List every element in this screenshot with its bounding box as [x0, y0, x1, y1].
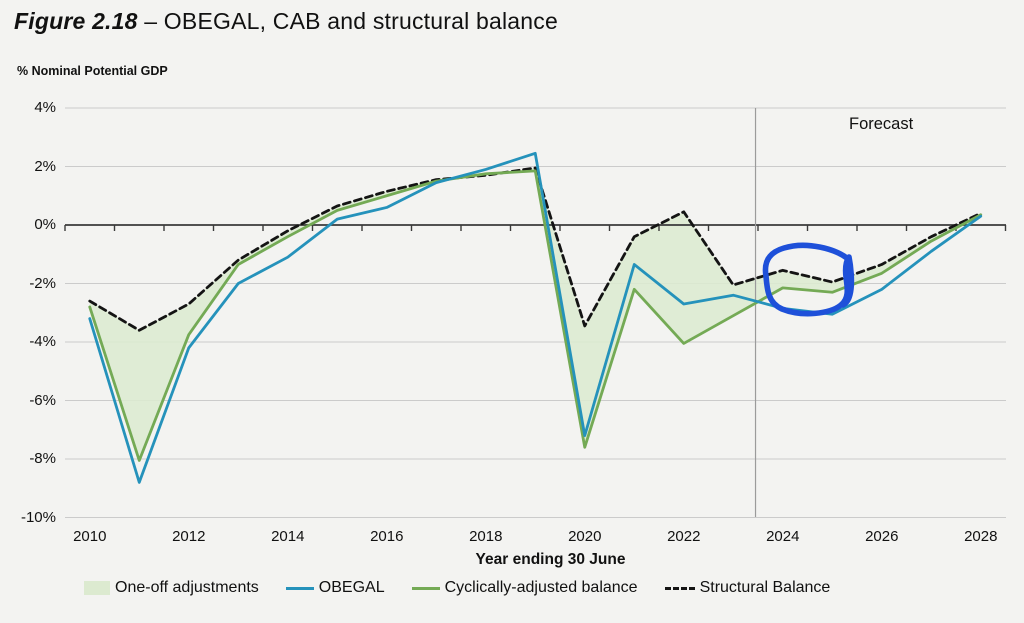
legend-label: Cyclically-adjusted balance: [444, 579, 638, 596]
y-axis-unit-label: % Nominal Potential GDP: [17, 64, 168, 78]
legend-label: OBEGAL: [318, 579, 385, 596]
legend-item-structural-balance: Structural Balance: [664, 579, 831, 597]
figure-number: Figure 2.18: [14, 8, 138, 34]
x-tick-label: 2024: [766, 528, 800, 545]
y-tick-label: -6%: [29, 391, 56, 409]
series-line-cyclically-adjusted-balance: [88, 169, 983, 462]
series-line-structural-balance: [88, 166, 983, 332]
legend-item-obegal: OBEGAL: [285, 579, 385, 597]
x-tick-label: 2012: [172, 528, 206, 545]
x-tick-label: 2022: [667, 528, 701, 545]
legend: One-off adjustments OBEGAL Cyclically-ad…: [84, 579, 830, 597]
x-tick-label: 2016: [370, 528, 404, 545]
x-tick-label: 2018: [469, 528, 503, 545]
y-tick-label: 2%: [34, 157, 56, 175]
one-off-adjustments-swatch-icon: [84, 581, 110, 595]
y-tick-label: 0%: [34, 216, 56, 233]
x-tick-label: 2010: [73, 528, 107, 545]
hand-drawn-circle-annotation: [762, 242, 855, 317]
y-tick-label: -10%: [20, 508, 56, 526]
plot-area: [64, 107, 1007, 518]
obegal-line-swatch-icon: [285, 586, 314, 590]
x-tick-label: 2020: [568, 528, 602, 545]
cab-line-swatch-icon: [411, 586, 440, 590]
x-tick-label: 2028: [964, 528, 998, 545]
y-tick-label: -4%: [29, 333, 56, 350]
chart-title-text: – OBEGAL, CAB and structural balance: [137, 8, 558, 34]
legend-item-one-off-adjustments: One-off adjustments: [84, 579, 259, 597]
chart-title: Figure 2.18 – OBEGAL, CAB and structural…: [14, 8, 558, 35]
structural-balance-dash-swatch-icon: [664, 586, 695, 590]
x-tick-label: 2014: [271, 528, 305, 545]
y-tick-label: 4%: [34, 99, 56, 116]
legend-label: Structural Balance: [699, 579, 831, 596]
legend-label: One-off adjustments: [115, 579, 259, 596]
y-tick-label: -2%: [29, 274, 56, 292]
y-tick-label: -8%: [29, 450, 56, 467]
x-tick-label: 2026: [865, 528, 899, 545]
forecast-label: Forecast: [849, 115, 914, 133]
legend-item-cyclically-adjusted-balance: Cyclically-adjusted balance: [411, 579, 638, 597]
chart-canvas: [64, 107, 1007, 518]
series-line-obegal: [88, 151, 983, 484]
one-off-adjustments-band: [89, 167, 981, 461]
x-axis-title: Year ending 30 June: [475, 551, 626, 568]
